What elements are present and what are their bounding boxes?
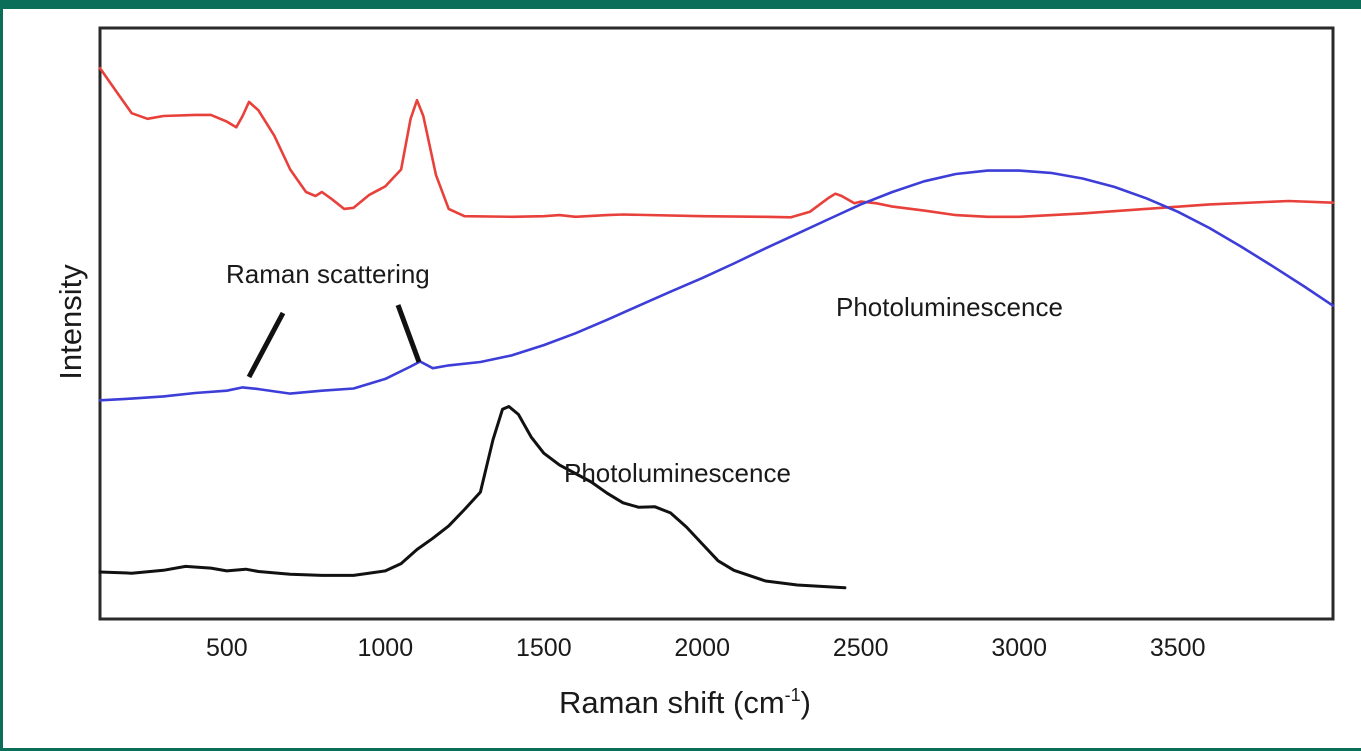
x-tick-layer: 500 1000 1500 2000 2500 3000 3500 [206,634,1206,662]
annotation-raman-scattering: Raman scattering [226,259,430,289]
series-line-black [98,405,847,590]
x-tick-label: 1500 [516,634,572,662]
series-line-blue [98,169,1335,402]
annotation-photoluminescence-lower: Photoluminescence [564,458,791,488]
series-layer [98,66,1335,590]
x-axis-title-main: Raman shift (cm [559,685,785,720]
x-tick-label: 2000 [674,634,730,662]
raman-pointer-line-left [246,311,286,379]
annotation-photoluminescence-upper: Photoluminescence [836,292,1063,322]
x-tick-label: 1000 [357,634,413,662]
x-tick-label: 500 [206,634,248,662]
x-tick-label: 3000 [991,634,1047,662]
x-axis-title-superscript: -1 [785,685,801,705]
raman-pointer-line-right [395,304,422,363]
y-axis-title: Intensity [53,264,88,380]
series-line-red [98,66,1335,219]
x-tick-label: 3500 [1150,634,1206,662]
x-axis-title-close: ) [801,685,811,720]
x-axis-title: Raman shift (cm-1) [559,685,811,720]
plot-area-border [98,26,1335,621]
x-tick-label: 2500 [833,634,889,662]
